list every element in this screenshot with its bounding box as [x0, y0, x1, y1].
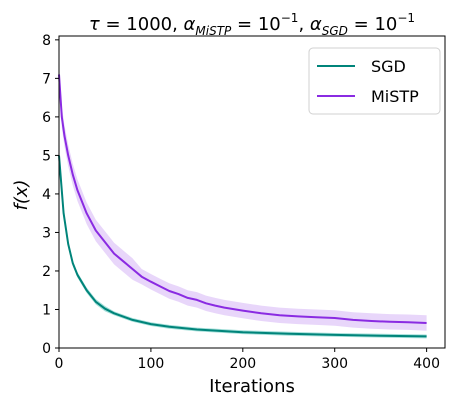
y-tick-label: 6 — [42, 110, 51, 126]
x-tick-label: 300 — [321, 356, 348, 372]
y-tick-label: 4 — [42, 187, 51, 203]
x-tick-label: 0 — [55, 356, 64, 372]
legend: SGD MiSTP — [308, 47, 441, 115]
y-axis-label: f(x) — [11, 179, 32, 210]
axis-ticks: 0 100 200 300 400 0 1 2 3 4 5 6 7 8 — [42, 33, 440, 372]
x-tick-label: 100 — [138, 356, 165, 372]
y-tick-label: 2 — [42, 264, 51, 280]
axes-frame — [58, 35, 446, 349]
series-line-sgd — [58, 155, 427, 338]
x-tick-label: 200 — [229, 356, 256, 372]
legend-label-sgd: SGD — [371, 57, 406, 76]
x-axis-label: Iterations — [209, 376, 295, 397]
legend-label-mistp: MiSTP — [371, 87, 419, 106]
y-tick-label: 7 — [42, 71, 51, 87]
y-tick-label: 3 — [42, 225, 51, 241]
chart-title: τ = 1000, αMiSTP = 10−1, αSGD = 10−1 — [89, 11, 415, 38]
legend-box — [308, 47, 441, 115]
y-tick-label: 5 — [42, 148, 51, 164]
series-line-mistp — [58, 74, 427, 324]
x-tick-label: 400 — [413, 356, 440, 372]
plot-area — [58, 63, 427, 339]
y-tick-label: 0 — [42, 341, 51, 357]
y-tick-label: 8 — [42, 33, 51, 49]
y-tick-label: 1 — [42, 302, 51, 318]
